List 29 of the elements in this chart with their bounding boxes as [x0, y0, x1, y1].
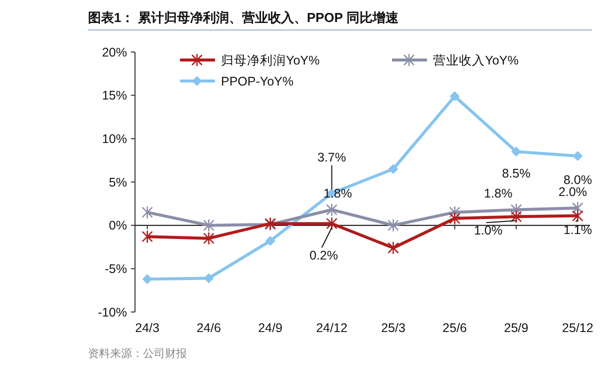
x-tick-label: 24/6	[196, 321, 221, 335]
y-tick-label: -5%	[104, 262, 127, 276]
x-tick-label: 25/12	[562, 321, 594, 335]
x-tick-label: 25/3	[381, 321, 406, 335]
y-tick-label: 10%	[102, 132, 127, 146]
y-tick-label: 15%	[102, 88, 127, 103]
x-tick-label: 24/3	[135, 321, 160, 335]
y-tick-label: 20%	[102, 45, 127, 60]
x-tick-label: 24/12	[316, 321, 348, 335]
data-label: 8.5%	[502, 166, 530, 181]
data-label: 2.0%	[558, 185, 587, 199]
legend-label: PPOP-YoY%	[221, 74, 294, 88]
data-label: 1.1%	[563, 222, 592, 237]
y-tick-label: -10%	[98, 305, 127, 320]
data-label: 0.2%	[310, 248, 338, 263]
x-tick-label: 25/6	[442, 321, 467, 335]
data-label: 8.0%	[563, 173, 592, 187]
data-label: 1.8%	[484, 186, 512, 201]
x-tick-label: 24/9	[258, 321, 282, 335]
chart-title: 图表1： 累计归母净利润、营业收入、PPOP 同比增速	[88, 10, 400, 25]
y-tick-label: 5%	[108, 175, 127, 190]
data-label: 1.8%	[324, 186, 352, 201]
data-label: 1.0%	[474, 224, 502, 238]
y-tick-label: 0%	[108, 218, 127, 233]
legend-label: 营业收入YoY%	[433, 53, 519, 68]
data-label: 3.7%	[318, 150, 346, 164]
text: 资料来源：公司财报	[88, 347, 187, 360]
legend-label: 归母净利润YoY%	[221, 53, 320, 68]
x-tick-label: 25/9	[504, 321, 528, 335]
